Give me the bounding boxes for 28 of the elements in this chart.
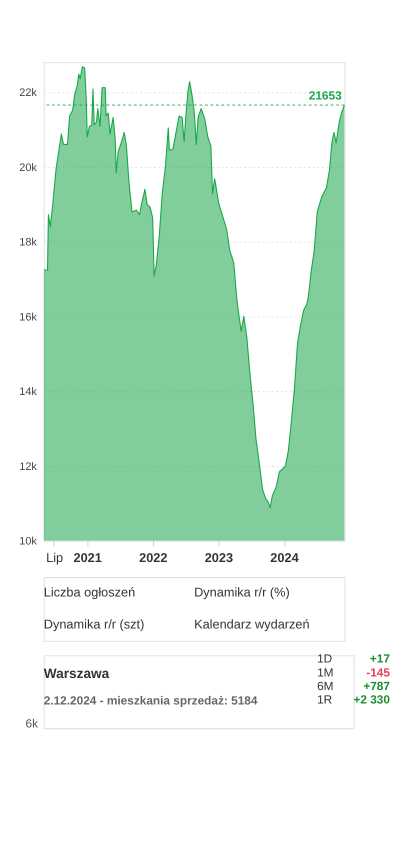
- x-tick-label: 2024: [270, 550, 300, 565]
- text: 1R: [317, 692, 332, 707]
- text: Dynamika r/r (szt): [44, 616, 144, 632]
- text: +17: [370, 652, 390, 666]
- text: 6M: [317, 679, 334, 694]
- text: +2 330: [353, 692, 390, 707]
- y-tick-label: 10k: [19, 536, 38, 548]
- text: 1D: [317, 652, 332, 666]
- text: Kalendarz wydarzeń: [194, 616, 310, 632]
- text: Warszawa: [44, 666, 110, 682]
- text: Liczba ogłoszeń: [44, 584, 136, 600]
- y-tick-label: 22k: [19, 87, 38, 100]
- y-tick-label: 18k: [19, 236, 38, 249]
- x-tick-label: 2023: [204, 550, 234, 565]
- y-tick-label: 20k: [19, 162, 38, 174]
- y-tick-label: 12k: [19, 460, 38, 473]
- x-tick-label: 2021: [74, 550, 102, 565]
- y-tick-label: 16k: [19, 311, 38, 324]
- x-tick-label: Lip: [46, 550, 64, 565]
- text: -145: [366, 665, 390, 680]
- text: 1M: [317, 665, 334, 680]
- text: Dynamika r/r (%): [194, 584, 290, 600]
- x-tick-label: 2022: [139, 550, 168, 565]
- text: 6k: [26, 716, 38, 730]
- text: 2.12.2024 - mieszkania sprzedaż: 5184: [44, 694, 258, 708]
- y-tick-label: 14k: [19, 386, 38, 398]
- text: +787: [363, 679, 390, 694]
- ref-line-label: 21653: [308, 88, 342, 103]
